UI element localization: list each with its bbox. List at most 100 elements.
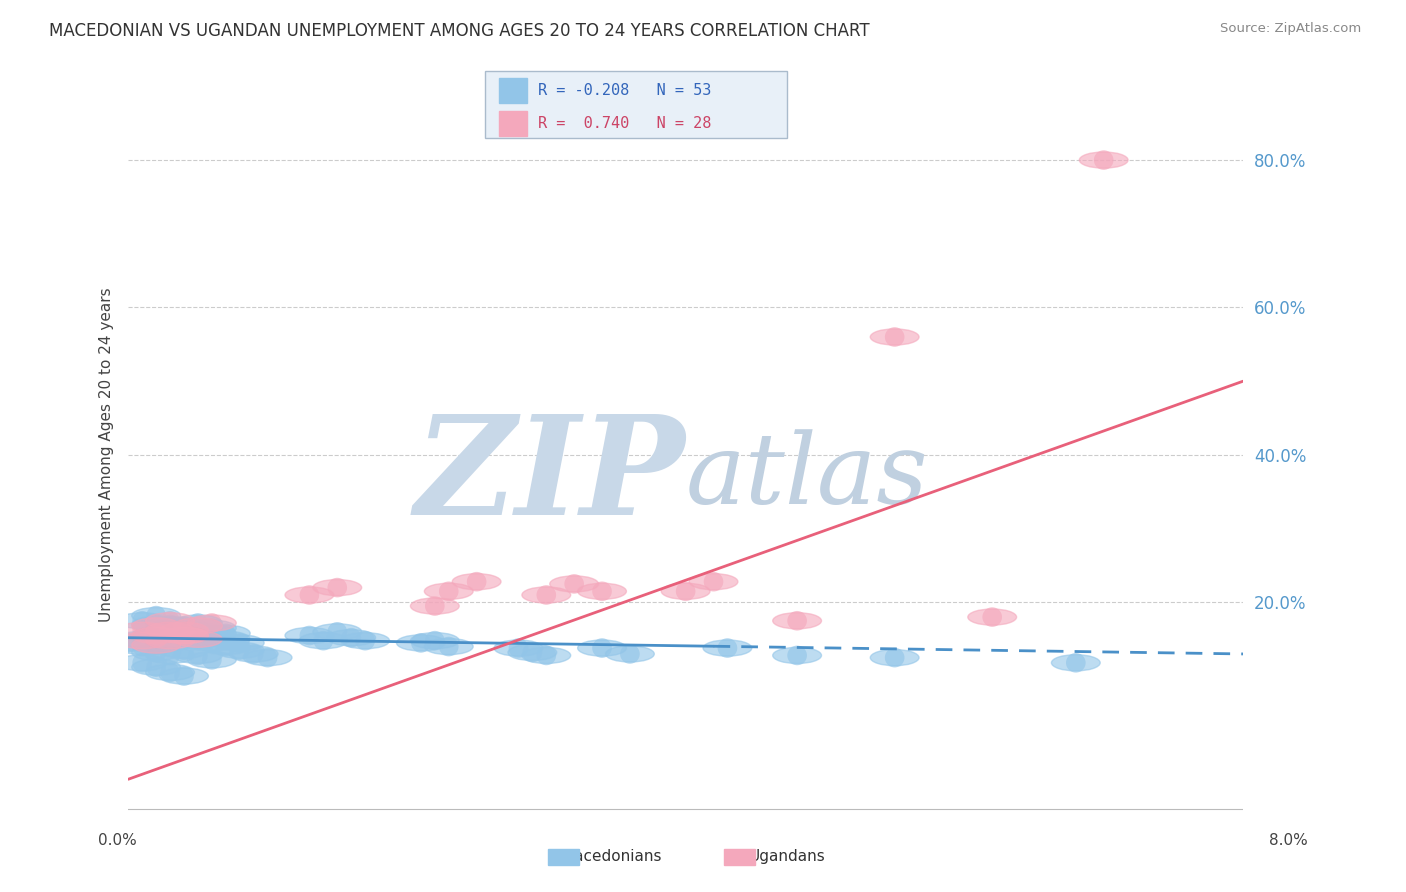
Ellipse shape <box>104 635 153 651</box>
Point <box>786 614 808 628</box>
Ellipse shape <box>453 574 501 590</box>
Point <box>159 665 181 680</box>
Text: MACEDONIAN VS UGANDAN UNEMPLOYMENT AMONG AGES 20 TO 24 YEARS CORRELATION CHART: MACEDONIAN VS UGANDAN UNEMPLOYMENT AMONG… <box>49 22 870 40</box>
Ellipse shape <box>146 648 194 664</box>
Point <box>786 648 808 663</box>
Point <box>131 633 153 648</box>
Ellipse shape <box>522 648 571 664</box>
Ellipse shape <box>550 576 599 592</box>
Point <box>145 660 167 674</box>
Point <box>702 574 724 589</box>
Point <box>591 584 613 599</box>
Point <box>159 632 181 647</box>
Point <box>256 650 278 665</box>
Point <box>229 636 252 650</box>
Ellipse shape <box>132 637 180 653</box>
Point <box>187 624 209 638</box>
Ellipse shape <box>299 632 347 648</box>
Point <box>437 640 460 654</box>
Point <box>522 645 544 659</box>
Text: Source: ZipAtlas.com: Source: ZipAtlas.com <box>1220 22 1361 36</box>
Ellipse shape <box>187 615 236 632</box>
Point <box>298 588 321 602</box>
Ellipse shape <box>160 618 208 634</box>
Ellipse shape <box>411 598 460 614</box>
Text: Macedonians: Macedonians <box>561 849 662 863</box>
Ellipse shape <box>173 648 222 664</box>
Ellipse shape <box>201 625 250 641</box>
Point <box>145 617 167 632</box>
Ellipse shape <box>146 665 194 681</box>
Ellipse shape <box>160 642 208 658</box>
Point <box>215 626 238 640</box>
Point <box>201 653 224 667</box>
Ellipse shape <box>773 648 821 664</box>
Ellipse shape <box>425 583 474 599</box>
Point <box>465 574 488 589</box>
Point <box>298 628 321 642</box>
Ellipse shape <box>187 625 236 641</box>
Ellipse shape <box>1080 152 1128 169</box>
Point <box>242 647 264 661</box>
Ellipse shape <box>132 616 180 632</box>
Ellipse shape <box>578 640 627 657</box>
Ellipse shape <box>703 640 752 657</box>
Point <box>883 650 905 665</box>
Point <box>423 633 446 648</box>
Point <box>326 624 349 639</box>
Ellipse shape <box>173 618 222 634</box>
Ellipse shape <box>425 639 474 655</box>
Point <box>145 608 167 623</box>
Ellipse shape <box>132 607 180 624</box>
Ellipse shape <box>160 623 208 639</box>
Point <box>340 631 363 645</box>
Ellipse shape <box>132 659 180 675</box>
Ellipse shape <box>160 627 208 644</box>
Ellipse shape <box>326 630 375 646</box>
Ellipse shape <box>396 635 446 651</box>
Ellipse shape <box>243 649 292 665</box>
Point <box>187 648 209 663</box>
Point <box>173 628 195 642</box>
Point <box>201 636 224 650</box>
Ellipse shape <box>340 632 389 648</box>
Text: R = -0.208   N = 53: R = -0.208 N = 53 <box>538 83 711 97</box>
Ellipse shape <box>146 616 194 632</box>
Ellipse shape <box>411 632 460 648</box>
Point <box>117 636 139 650</box>
Point <box>883 330 905 344</box>
Point <box>145 628 167 642</box>
Point <box>173 624 195 638</box>
Ellipse shape <box>187 635 236 651</box>
Point <box>173 669 195 683</box>
Ellipse shape <box>132 627 180 644</box>
Ellipse shape <box>132 627 180 644</box>
Ellipse shape <box>146 623 194 639</box>
Point <box>173 624 195 639</box>
Text: R =  0.740   N = 28: R = 0.740 N = 28 <box>538 117 711 131</box>
Ellipse shape <box>132 637 180 653</box>
Point <box>187 615 209 630</box>
Ellipse shape <box>118 613 166 629</box>
Text: Ugandans: Ugandans <box>749 849 825 863</box>
Point <box>145 619 167 633</box>
Point <box>173 643 195 657</box>
Ellipse shape <box>160 624 208 640</box>
Point <box>159 614 181 628</box>
Point <box>145 628 167 642</box>
Point <box>229 643 252 657</box>
Point <box>215 632 238 647</box>
Ellipse shape <box>689 574 738 590</box>
Ellipse shape <box>173 632 222 648</box>
Ellipse shape <box>522 587 571 603</box>
Point <box>562 577 585 591</box>
Ellipse shape <box>173 623 222 639</box>
Text: 8.0%: 8.0% <box>1268 833 1308 847</box>
Ellipse shape <box>160 627 208 644</box>
Text: 0.0%: 0.0% <box>98 833 138 847</box>
Point <box>591 641 613 656</box>
Point <box>131 640 153 654</box>
Point <box>536 648 558 663</box>
Point <box>159 621 181 635</box>
Point <box>215 640 238 654</box>
